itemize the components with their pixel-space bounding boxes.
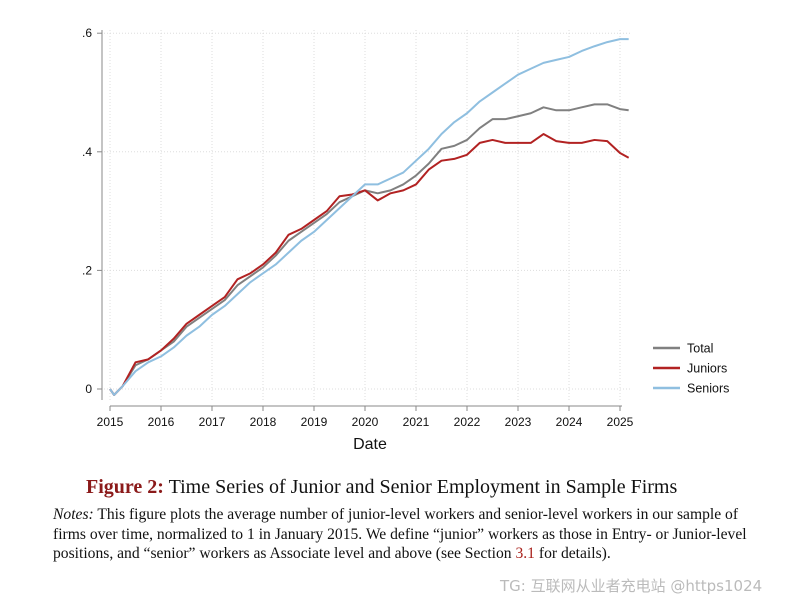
figure-label: Figure 2: [86,476,164,498]
x-tick-label: 2023 [505,415,532,429]
y-tick-label: .6 [82,26,92,40]
x-tick-label: 2018 [250,415,277,429]
axes: 2015 2016 2017 2018 2019 2020 2021 2022 2023 2024… [82,26,634,429]
series-line-juniors [109,133,630,396]
notes-text-end: for details). [534,545,611,562]
legend-label-total: Total [687,342,713,356]
x-tick-label: 2025 [607,415,634,429]
watermark: TG: 互联网从业者充电站 @https1024 [500,577,763,595]
y-tick-label: 0 [85,382,92,396]
series-line-seniors [109,38,629,396]
x-tick-label: 2020 [352,415,379,429]
section-link[interactable]: 3.1 [515,545,535,562]
notes-label: Notes: [53,506,94,523]
y-tick-label: .4 [82,145,92,159]
x-tick-label: 2022 [454,415,481,429]
series-lines [109,38,630,396]
x-tick-label: 2019 [301,415,328,429]
x-tick-label: 2015 [97,415,124,429]
legend-label-seniors: Seniors [687,382,729,396]
x-tick-label: 2024 [556,415,583,429]
x-tick-label: 2021 [403,415,430,429]
x-tick-label: 2016 [148,415,175,429]
figure-notes: Notes: This figure plots the average num… [53,505,773,564]
x-axis-label: Date [353,436,387,453]
legend-label-juniors: Juniors [687,362,727,376]
y-tick-label: .2 [82,263,92,277]
legend: Total Juniors Seniors [653,342,729,396]
x-tick-label: 2017 [199,415,226,429]
line-chart: 2015 2016 2017 2018 2019 2020 2021 2022 2023 2024… [82,26,729,453]
notes-text: This figure plots the average number of … [53,506,747,562]
series-line-total [109,103,629,396]
figure-caption: Figure 2: Time Series of Junior and Seni… [86,476,677,499]
figure-title: Time Series of Junior and Senior Employm… [168,476,678,498]
grid [104,30,630,400]
